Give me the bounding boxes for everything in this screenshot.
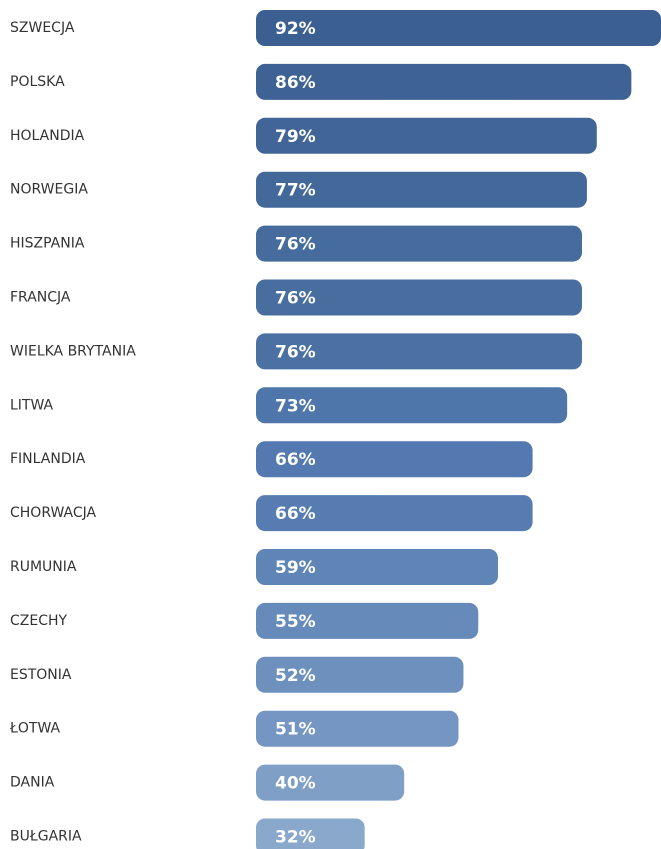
category-label: CZECHY <box>10 613 68 629</box>
bar <box>256 387 568 424</box>
value-label: 32% <box>275 828 316 848</box>
value-label: 76% <box>275 235 316 255</box>
bar <box>256 171 587 208</box>
bar <box>256 63 632 100</box>
bar <box>256 549 499 585</box>
value-label: 59% <box>275 558 316 578</box>
value-label: 52% <box>275 666 316 686</box>
value-label: 66% <box>275 450 316 470</box>
bar <box>256 10 661 46</box>
bar <box>256 279 582 316</box>
bar <box>256 117 597 154</box>
category-label: HISZPANIA <box>10 236 85 252</box>
category-label: FINLANDIA <box>10 451 86 467</box>
category-label: ŁOTWA <box>9 721 61 737</box>
value-label: 79% <box>275 127 316 147</box>
category-label: CHORWACJA <box>10 505 97 521</box>
bar <box>256 441 533 478</box>
bar <box>256 225 582 262</box>
bar <box>256 764 405 801</box>
value-label: 76% <box>275 289 316 309</box>
category-label: NORWEGIA <box>10 182 88 198</box>
category-label: DANIA <box>10 775 55 791</box>
value-label: 77% <box>275 181 316 201</box>
value-label: 40% <box>275 774 316 794</box>
category-label: SZWECJA <box>10 20 75 36</box>
bar <box>256 602 479 639</box>
value-label: 76% <box>275 342 316 362</box>
bar <box>256 818 365 849</box>
value-label: 55% <box>275 612 316 632</box>
category-label: RUMUNIA <box>10 559 77 575</box>
value-label: 73% <box>275 396 316 416</box>
category-label: POLSKA <box>10 74 65 90</box>
category-label: BUŁGARIA <box>10 829 82 845</box>
bar <box>256 333 582 370</box>
bar <box>256 710 459 747</box>
value-label: 92% <box>275 19 316 39</box>
bar <box>256 495 533 532</box>
value-label: 86% <box>275 73 316 93</box>
category-label: HOLANDIA <box>10 128 85 144</box>
category-label: FRANCJA <box>10 290 71 306</box>
category-label: WIELKA BRYTANIA <box>10 343 136 359</box>
bar <box>256 656 464 693</box>
category-label: LITWA <box>10 397 54 413</box>
category-label: ESTONIA <box>10 667 72 683</box>
value-label: 66% <box>275 504 316 524</box>
value-label: 51% <box>275 720 316 740</box>
